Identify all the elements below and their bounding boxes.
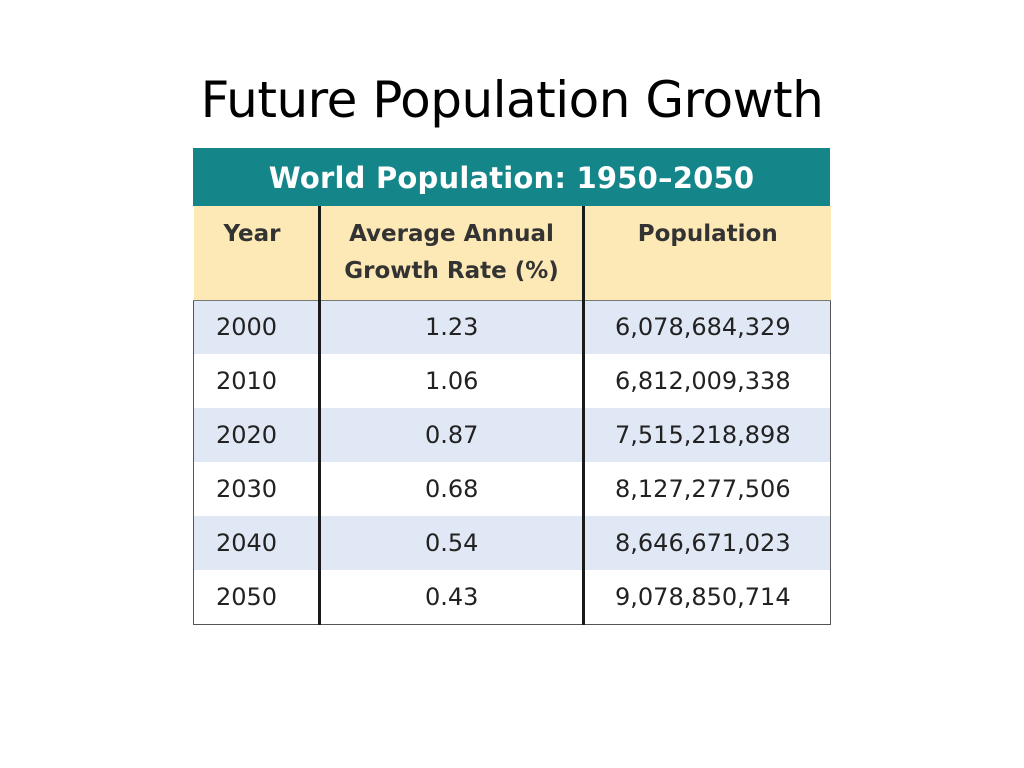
cell-population: 6,078,684,329 [582, 300, 831, 354]
table-row: 2010 1.06 6,812,009,338 [193, 354, 831, 408]
cell-year: 2020 [193, 408, 320, 462]
cell-growth-rate: 0.54 [318, 516, 584, 570]
cell-growth-rate: 1.23 [318, 300, 584, 354]
table-row: 2030 0.68 8,127,277,506 [193, 462, 831, 516]
population-table: Year Average Annual Growth Rate (%) Popu… [193, 206, 831, 625]
header-growth-rate: Average Annual Growth Rate (%) [318, 206, 584, 301]
header-year-label: Year [223, 221, 281, 247]
cell-year: 2010 [193, 354, 320, 408]
slide-title: Future Population Growth [200, 71, 824, 129]
table-row: 2050 0.43 9,078,850,714 [193, 570, 831, 625]
header-population-label: Population [637, 221, 778, 247]
table-banner: World Population: 1950–2050 [193, 148, 830, 206]
header-population: Population [582, 206, 831, 301]
cell-year: 2030 [193, 462, 320, 516]
cell-population: 8,646,671,023 [582, 516, 831, 570]
table-row: 2020 0.87 7,515,218,898 [193, 408, 831, 462]
table-row: 2040 0.54 8,646,671,023 [193, 516, 831, 570]
cell-growth-rate: 0.87 [318, 408, 584, 462]
cell-year: 2050 [193, 570, 320, 625]
header-year: Year [193, 206, 320, 301]
cell-population: 6,812,009,338 [582, 354, 831, 408]
header-growth-rate-line2: Growth Rate (%) [344, 258, 559, 284]
cell-population: 7,515,218,898 [582, 408, 831, 462]
cell-growth-rate: 0.68 [318, 462, 584, 516]
cell-year: 2040 [193, 516, 320, 570]
cell-population: 8,127,277,506 [582, 462, 831, 516]
header-growth-rate-line1: Average Annual [349, 221, 554, 247]
population-table-container: World Population: 1950–2050 Year Average… [193, 148, 831, 625]
table-header-row: Year Average Annual Growth Rate (%) Popu… [193, 206, 831, 301]
cell-population: 9,078,850,714 [582, 570, 831, 625]
cell-growth-rate: 1.06 [318, 354, 584, 408]
cell-growth-rate: 0.43 [318, 570, 584, 625]
cell-year: 2000 [193, 300, 320, 354]
table-row: 2000 1.23 6,078,684,329 [193, 300, 831, 354]
